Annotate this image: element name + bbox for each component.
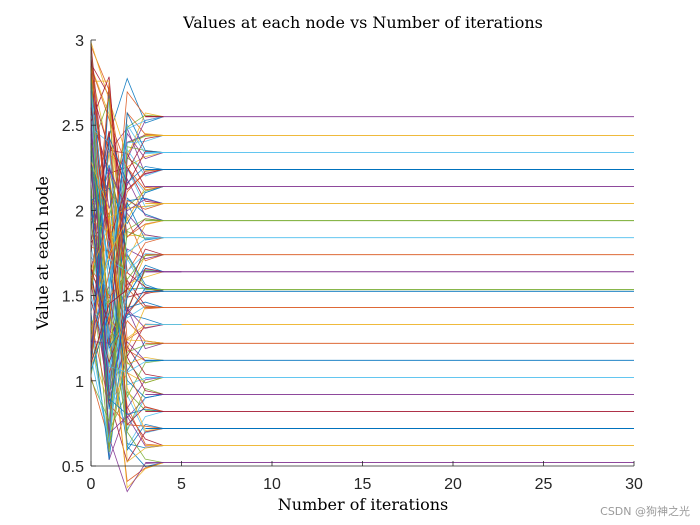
series-line [90,117,164,396]
series-line [90,69,164,412]
series-line [90,80,164,463]
series-line [90,89,164,288]
series-line [90,44,164,378]
y-tick-label: 2 [75,203,84,220]
series-line [90,56,164,241]
series-line [90,86,164,315]
series-line [90,195,164,410]
series-line [90,83,164,415]
series-line [90,91,164,259]
series-line [90,186,164,332]
x-tick-label: 25 [535,476,553,493]
x-axis-label: Number of iterations [278,495,448,514]
series-line [90,114,164,220]
x-tick-label: 20 [444,476,462,493]
y-axis-label: Value at each node [33,176,52,331]
series-line [90,150,164,350]
x-tick-label: 15 [354,476,372,493]
series-line [90,136,164,362]
y-tick-label: 1 [75,374,84,391]
series-line [90,107,164,395]
x-tick-label: 5 [177,476,186,493]
watermark: CSDN @狗神之光 [600,505,690,518]
x-tick-label: 10 [263,476,281,493]
series-line [90,142,164,463]
series-line [90,111,164,371]
y-tick-label: 3 [75,33,84,50]
series-line [90,167,164,355]
series-line [90,98,164,399]
series-line [90,66,164,191]
y-tick-label: 1.5 [62,289,84,306]
series-line [90,89,164,452]
x-ticks: 0 5 10 15 20 25 30 [87,461,643,493]
series-line [90,178,164,369]
series-line [90,203,164,342]
series-line [90,248,164,364]
series-line [90,169,164,353]
y-ticks: 0.5 1 1.5 2 2.5 3 [62,33,96,476]
y-tick-label: 2.5 [62,118,84,135]
series-line [90,223,164,351]
x-tick-label: 0 [87,476,96,493]
series-line [90,119,164,408]
series-line [90,237,164,443]
series-line [90,320,164,429]
x-tick-label: 30 [625,476,643,493]
y-tick-label: 0.5 [62,459,84,476]
axes-background [91,40,634,466]
series-line [90,45,164,262]
converged-lines [145,116,634,464]
series-line [90,253,164,312]
chart-title: Values at each node vs Number of iterati… [182,13,543,32]
series-line [90,218,164,423]
series-line [90,161,164,431]
series-line [90,65,164,448]
series-line [90,135,164,326]
